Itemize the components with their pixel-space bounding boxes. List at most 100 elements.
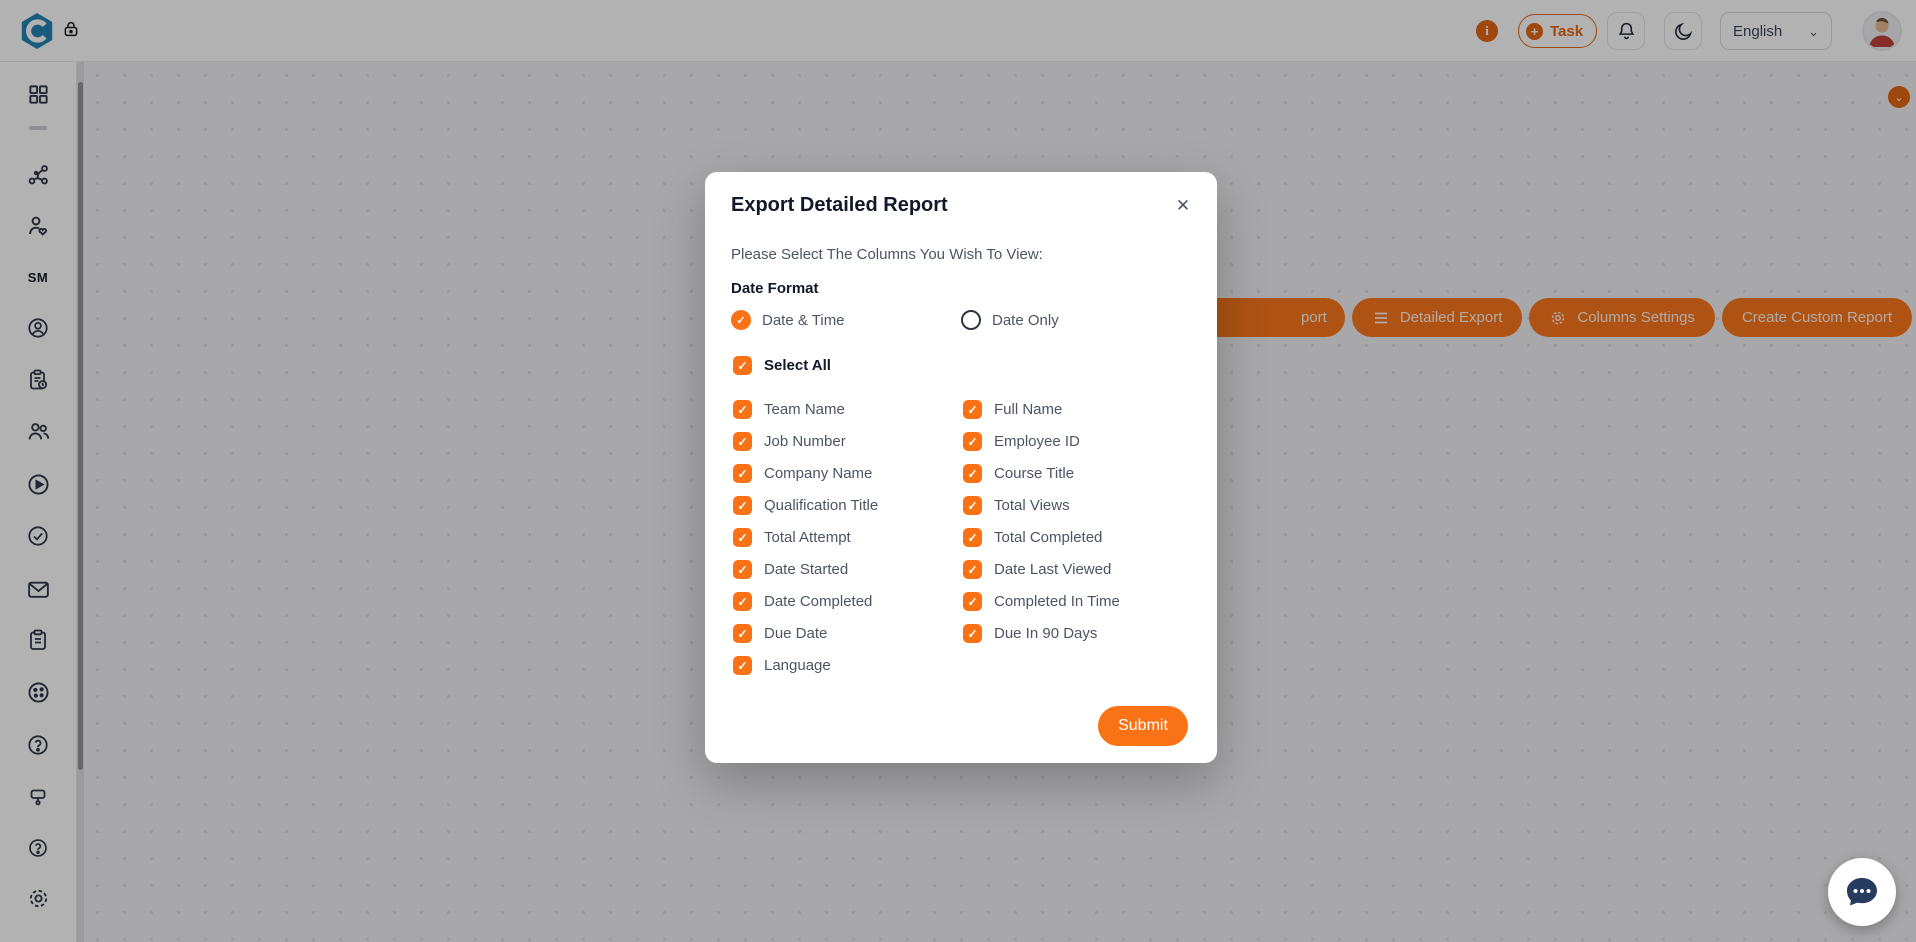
hub-icon xyxy=(28,165,48,185)
checkbox-checked[interactable]: ✓ xyxy=(733,400,752,419)
sidebar-divider xyxy=(29,126,47,130)
add-task-button[interactable]: + Task xyxy=(1518,14,1598,48)
envelope-icon xyxy=(27,581,49,598)
checkbox-checked[interactable]: ✓ xyxy=(963,496,982,515)
clipboard-clock-icon xyxy=(30,369,48,390)
column-option-label: Date Completed xyxy=(764,593,873,610)
checkbox-checked[interactable]: ✓ xyxy=(963,592,982,611)
sidebar-item-support[interactable] xyxy=(25,835,51,861)
chat-widget-button[interactable] xyxy=(1828,858,1896,926)
date-format-date-time[interactable]: ✓ Date & Time xyxy=(731,310,961,330)
summary-export-label: port xyxy=(1300,309,1327,326)
create-custom-report-button[interactable]: Create Custom Report xyxy=(1721,298,1912,337)
column-option-total-attempt[interactable]: ✓ Total Attempt xyxy=(733,528,963,547)
column-option-date-completed[interactable]: ✓ Date Completed xyxy=(733,592,963,611)
checkbox-checked[interactable]: ✓ xyxy=(963,432,982,451)
create-custom-report-label: Create Custom Report xyxy=(1741,309,1892,326)
select-all-checkbox[interactable]: ✓ xyxy=(733,356,752,375)
column-option-date-started[interactable]: ✓ Date Started xyxy=(733,560,963,579)
app-logo-icon[interactable] xyxy=(18,10,56,57)
checkbox-checked[interactable]: ✓ xyxy=(733,432,752,451)
sidebar-item-approvals[interactable] xyxy=(25,523,51,549)
menu-lines-icon xyxy=(1374,312,1387,323)
plus-icon: + xyxy=(1526,22,1543,40)
column-option-job-number[interactable]: ✓ Job Number xyxy=(733,432,963,451)
checkbox-checked[interactable]: ✓ xyxy=(733,528,752,547)
sidebar-item-teams[interactable] xyxy=(25,418,51,444)
moon-icon xyxy=(1674,22,1692,40)
column-option-label: Completed In Time xyxy=(994,593,1120,610)
checkbox-checked[interactable]: ✓ xyxy=(963,528,982,547)
close-icon[interactable]: ✕ xyxy=(1175,196,1191,215)
sidebar-item-dashboard[interactable] xyxy=(25,81,51,107)
radio-label: Date & Time xyxy=(762,311,845,329)
column-option-employee-id[interactable]: ✓ Employee ID xyxy=(963,432,1193,451)
column-option-language[interactable]: ✓ Language xyxy=(733,656,963,675)
info-icon[interactable]: i xyxy=(1476,20,1498,42)
checkbox-checked[interactable]: ✓ xyxy=(733,560,752,579)
column-option-label: Language xyxy=(764,657,831,674)
checkbox-checked[interactable]: ✓ xyxy=(963,624,982,643)
gear-icon xyxy=(1552,311,1565,324)
vertical-scrollbar-thumb[interactable] xyxy=(78,82,83,770)
sidebar-item-account[interactable] xyxy=(25,315,51,341)
checkbox-checked[interactable]: ✓ xyxy=(963,560,982,579)
notifications-button[interactable] xyxy=(1607,12,1645,50)
sidebar-item-user-roles[interactable] xyxy=(25,213,51,239)
sidebar-item-cookies[interactable] xyxy=(25,679,51,705)
column-options-left: ✓ Team Name ✓ Job Number ✓ Company Name ✓ Quali… xyxy=(733,400,963,675)
sidebar-item-help[interactable] xyxy=(25,732,51,758)
checkbox-checked[interactable]: ✓ xyxy=(733,592,752,611)
column-option-total-completed[interactable]: ✓ Total Completed xyxy=(963,528,1193,547)
sidebar-item-media[interactable] xyxy=(25,471,51,497)
checkbox-checked[interactable]: ✓ xyxy=(963,400,982,419)
radio-selected[interactable]: ✓ xyxy=(731,310,751,330)
sidebar-item-reports[interactable] xyxy=(25,367,51,393)
sidebar-item-connections[interactable] xyxy=(25,162,51,188)
column-option-full-name[interactable]: ✓ Full Name xyxy=(963,400,1193,419)
column-option-due-date[interactable]: ✓ Due Date xyxy=(733,624,963,643)
submit-button[interactable]: Submit xyxy=(1098,706,1188,746)
checkbox-checked[interactable]: ✓ xyxy=(733,656,752,675)
scroll-hint-badge[interactable]: ⌄ xyxy=(1888,86,1910,108)
column-option-team-name[interactable]: ✓ Team Name xyxy=(733,400,963,419)
language-value: English xyxy=(1733,22,1783,40)
checkbox-checked[interactable]: ✓ xyxy=(733,496,752,515)
vertical-scrollbar[interactable] xyxy=(77,62,84,942)
column-option-due-in-90-days[interactable]: ✓ Due In 90 Days xyxy=(963,624,1193,643)
column-option-qualification-title[interactable]: ✓ Qualification Title xyxy=(733,496,963,515)
columns-settings-button[interactable]: Columns Settings xyxy=(1529,298,1715,337)
dark-mode-toggle[interactable] xyxy=(1664,12,1702,50)
checkbox-checked[interactable]: ✓ xyxy=(733,464,752,483)
select-all-option[interactable]: ✓ Select All xyxy=(733,356,831,375)
date-format-date-only[interactable]: Date Only xyxy=(961,310,1191,330)
select-all-label: Select All xyxy=(764,357,831,374)
sidebar-item-messages[interactable] xyxy=(25,576,51,602)
sidebar-item-settings[interactable] xyxy=(25,885,51,911)
sidebar-item-announcements[interactable] xyxy=(25,783,51,809)
column-option-course-title[interactable]: ✓ Course Title xyxy=(963,464,1193,483)
column-option-company-name[interactable]: ✓ Company Name xyxy=(733,464,963,483)
user-avatar[interactable] xyxy=(1862,11,1902,51)
modal-subtitle: Please Select The Columns You Wish To Vi… xyxy=(731,246,1043,263)
radio-unselected[interactable] xyxy=(961,310,981,330)
person-circle-icon xyxy=(28,318,48,338)
column-option-label: Date Started xyxy=(764,561,849,578)
checkbox-checked[interactable]: ✓ xyxy=(963,464,982,483)
chevron-down-icon: ⌄ xyxy=(1808,23,1819,39)
lock-icon[interactable] xyxy=(62,18,80,45)
language-selector[interactable]: English ⌄ xyxy=(1720,12,1832,50)
sidebar-item-tasks[interactable] xyxy=(25,627,51,653)
detailed-export-button[interactable]: Detailed Export xyxy=(1351,298,1523,337)
checkbox-checked[interactable]: ✓ xyxy=(733,624,752,643)
export-detailed-report-modal: Export Detailed Report ✕ Please Select T… xyxy=(705,172,1217,763)
column-option-completed-in-time[interactable]: ✓ Completed In Time xyxy=(963,592,1193,611)
date-format-label: Date Format xyxy=(731,280,819,297)
column-option-label: Total Completed xyxy=(994,529,1103,546)
chat-bubble-icon xyxy=(1847,878,1877,906)
sidebar: SM xyxy=(0,62,77,942)
column-option-total-views[interactable]: ✓ Total Views xyxy=(963,496,1193,515)
column-option-date-last-viewed[interactable]: ✓ Date Last Viewed xyxy=(963,560,1193,579)
two-people-icon xyxy=(28,422,49,439)
sidebar-item-sm[interactable]: SM xyxy=(25,264,51,290)
